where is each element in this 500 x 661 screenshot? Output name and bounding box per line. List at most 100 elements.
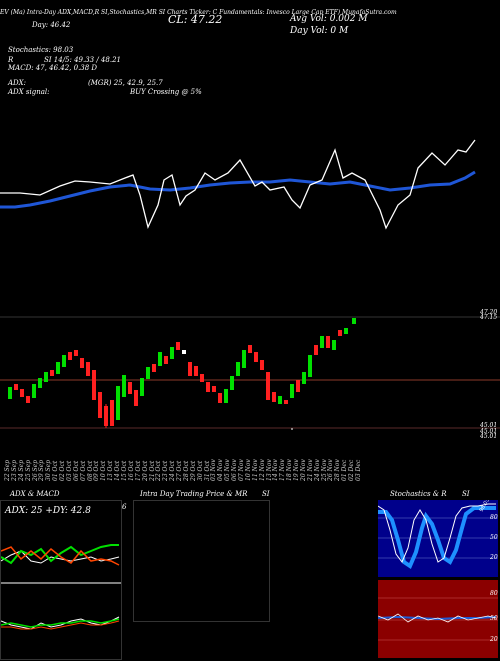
candle — [128, 382, 132, 394]
x-date-label: 07 Nov — [238, 459, 245, 481]
signal-text: BUY Crossing @ 5% — [130, 88, 202, 96]
candle — [20, 389, 24, 397]
rsi-tick-50: 50 — [490, 615, 498, 622]
stoch-panel-svg: 98.03 — [378, 500, 498, 569]
candle — [326, 336, 330, 348]
prev-close: CL: 47.22 — [168, 13, 223, 26]
candle — [74, 350, 78, 356]
header-topline: EV (Ma) Intra-Day ADX,MACD,R SI,Stochast… — [0, 9, 397, 16]
x-date-label: 30 Oct — [196, 460, 204, 481]
candle — [194, 366, 198, 376]
minus-di-line — [1, 546, 120, 566]
x-date-label: 11 Nov — [251, 459, 259, 481]
candle — [134, 390, 138, 406]
x-date-label: 10 Nov — [244, 459, 252, 481]
candle — [170, 347, 174, 359]
intra-panel-si: SI — [262, 490, 270, 498]
adx-panel: ADX: 25 +DY: 42.8 — [0, 500, 122, 660]
stoch-k-line — [378, 503, 496, 563]
candle — [242, 350, 246, 368]
avg-volume: Avg Vol: 0.002 M — [290, 14, 368, 24]
candle — [44, 372, 48, 382]
candle — [98, 392, 102, 418]
candle — [332, 340, 336, 350]
price-label-2: 47.15 — [480, 314, 498, 321]
rsi-line — [0, 139, 476, 230]
candle — [308, 355, 312, 377]
x-date-label: 23 Sep — [10, 459, 18, 481]
x-axis-dates: 22 Sep 23 Sep 24 Sep 25 Sep 26 Sep 29 Sep 30 S… — [0, 437, 500, 487]
macd-readout: MACD: 47, 46.42, 0.38 D — [8, 64, 98, 72]
x-date-label: 12 Nov — [258, 459, 266, 481]
x-date-label: 16 Oct — [127, 460, 135, 481]
adx-panel-readout: ADX: 25 +DY: 42.8 — [5, 506, 91, 516]
x-date-label: 07 Oct — [79, 460, 87, 481]
candle — [110, 400, 114, 426]
rsi-panel: 80 50 20 — [378, 580, 498, 658]
candles — [8, 318, 356, 430]
r-label: R — [8, 56, 14, 64]
candle — [260, 360, 264, 370]
stoch-d-line — [378, 506, 496, 569]
candle — [290, 384, 294, 398]
candle — [14, 384, 18, 390]
candle — [146, 367, 150, 379]
x-date-label: 20 Oct — [141, 460, 149, 481]
candle — [266, 372, 270, 400]
candle — [302, 372, 306, 384]
candle — [278, 396, 282, 404]
stoch-tick-20: 20 — [490, 554, 498, 561]
x-date-label: 19 Nov — [293, 459, 301, 481]
x-date-label: 21 Nov — [306, 459, 314, 481]
candle — [230, 376, 234, 390]
x-date-label: 06 Oct — [72, 460, 80, 481]
x-date-label: 24 Nov — [313, 459, 321, 481]
macd-hist-line — [1, 620, 120, 630]
rsi-readout: SI 14/5: 49.33 / 48.21 — [44, 56, 121, 64]
candle — [86, 362, 90, 376]
candle — [140, 378, 144, 396]
candle — [344, 328, 348, 334]
stoch-tick-80: 80 — [490, 514, 498, 521]
main-chart — [0, 139, 500, 430]
stochastics-panel: 98.03 80 50 20 — [378, 500, 498, 577]
candle — [338, 330, 342, 336]
stoch-panel-title: Stochastics & R — [390, 490, 447, 498]
x-date-label: 24 Sep — [17, 459, 25, 481]
price-label-3: 45.01 — [480, 422, 498, 429]
candle — [38, 378, 42, 388]
candle — [352, 318, 356, 324]
stoch-tick-50: 50 — [490, 534, 498, 541]
x-date-label: 03 Oct — [65, 460, 73, 481]
x-date-label: 27 Oct — [176, 460, 184, 481]
candle — [284, 400, 288, 404]
x-date-label: 20 Nov — [299, 459, 307, 481]
candle — [200, 374, 204, 382]
candle — [314, 345, 318, 355]
candle — [62, 355, 66, 367]
intra-panel-title: Intra Day Trading Price & MR — [140, 490, 248, 498]
candle — [56, 362, 60, 374]
candle — [152, 364, 156, 372]
candle — [32, 384, 36, 398]
candle — [158, 352, 162, 366]
macd-signal-line — [1, 618, 120, 628]
candle — [68, 352, 72, 360]
candle — [320, 336, 324, 348]
intra-panel-tick: 6 — [122, 503, 127, 511]
candle — [254, 352, 258, 362]
x-date-label: 29 Oct — [189, 460, 197, 481]
x-date-label: 02 Oct — [59, 460, 67, 481]
price-label-4: 45.01 — [480, 428, 498, 435]
candle — [176, 342, 180, 350]
x-date-label: 15 Oct — [121, 460, 128, 481]
candle — [296, 380, 300, 392]
candle — [164, 356, 168, 364]
x-date-label: 22 Sep — [4, 459, 11, 481]
candle — [50, 370, 54, 376]
candle — [236, 362, 240, 376]
candle — [122, 375, 126, 397]
adx-label: ADX: — [8, 79, 27, 87]
candle — [272, 392, 276, 402]
candle — [188, 362, 192, 376]
